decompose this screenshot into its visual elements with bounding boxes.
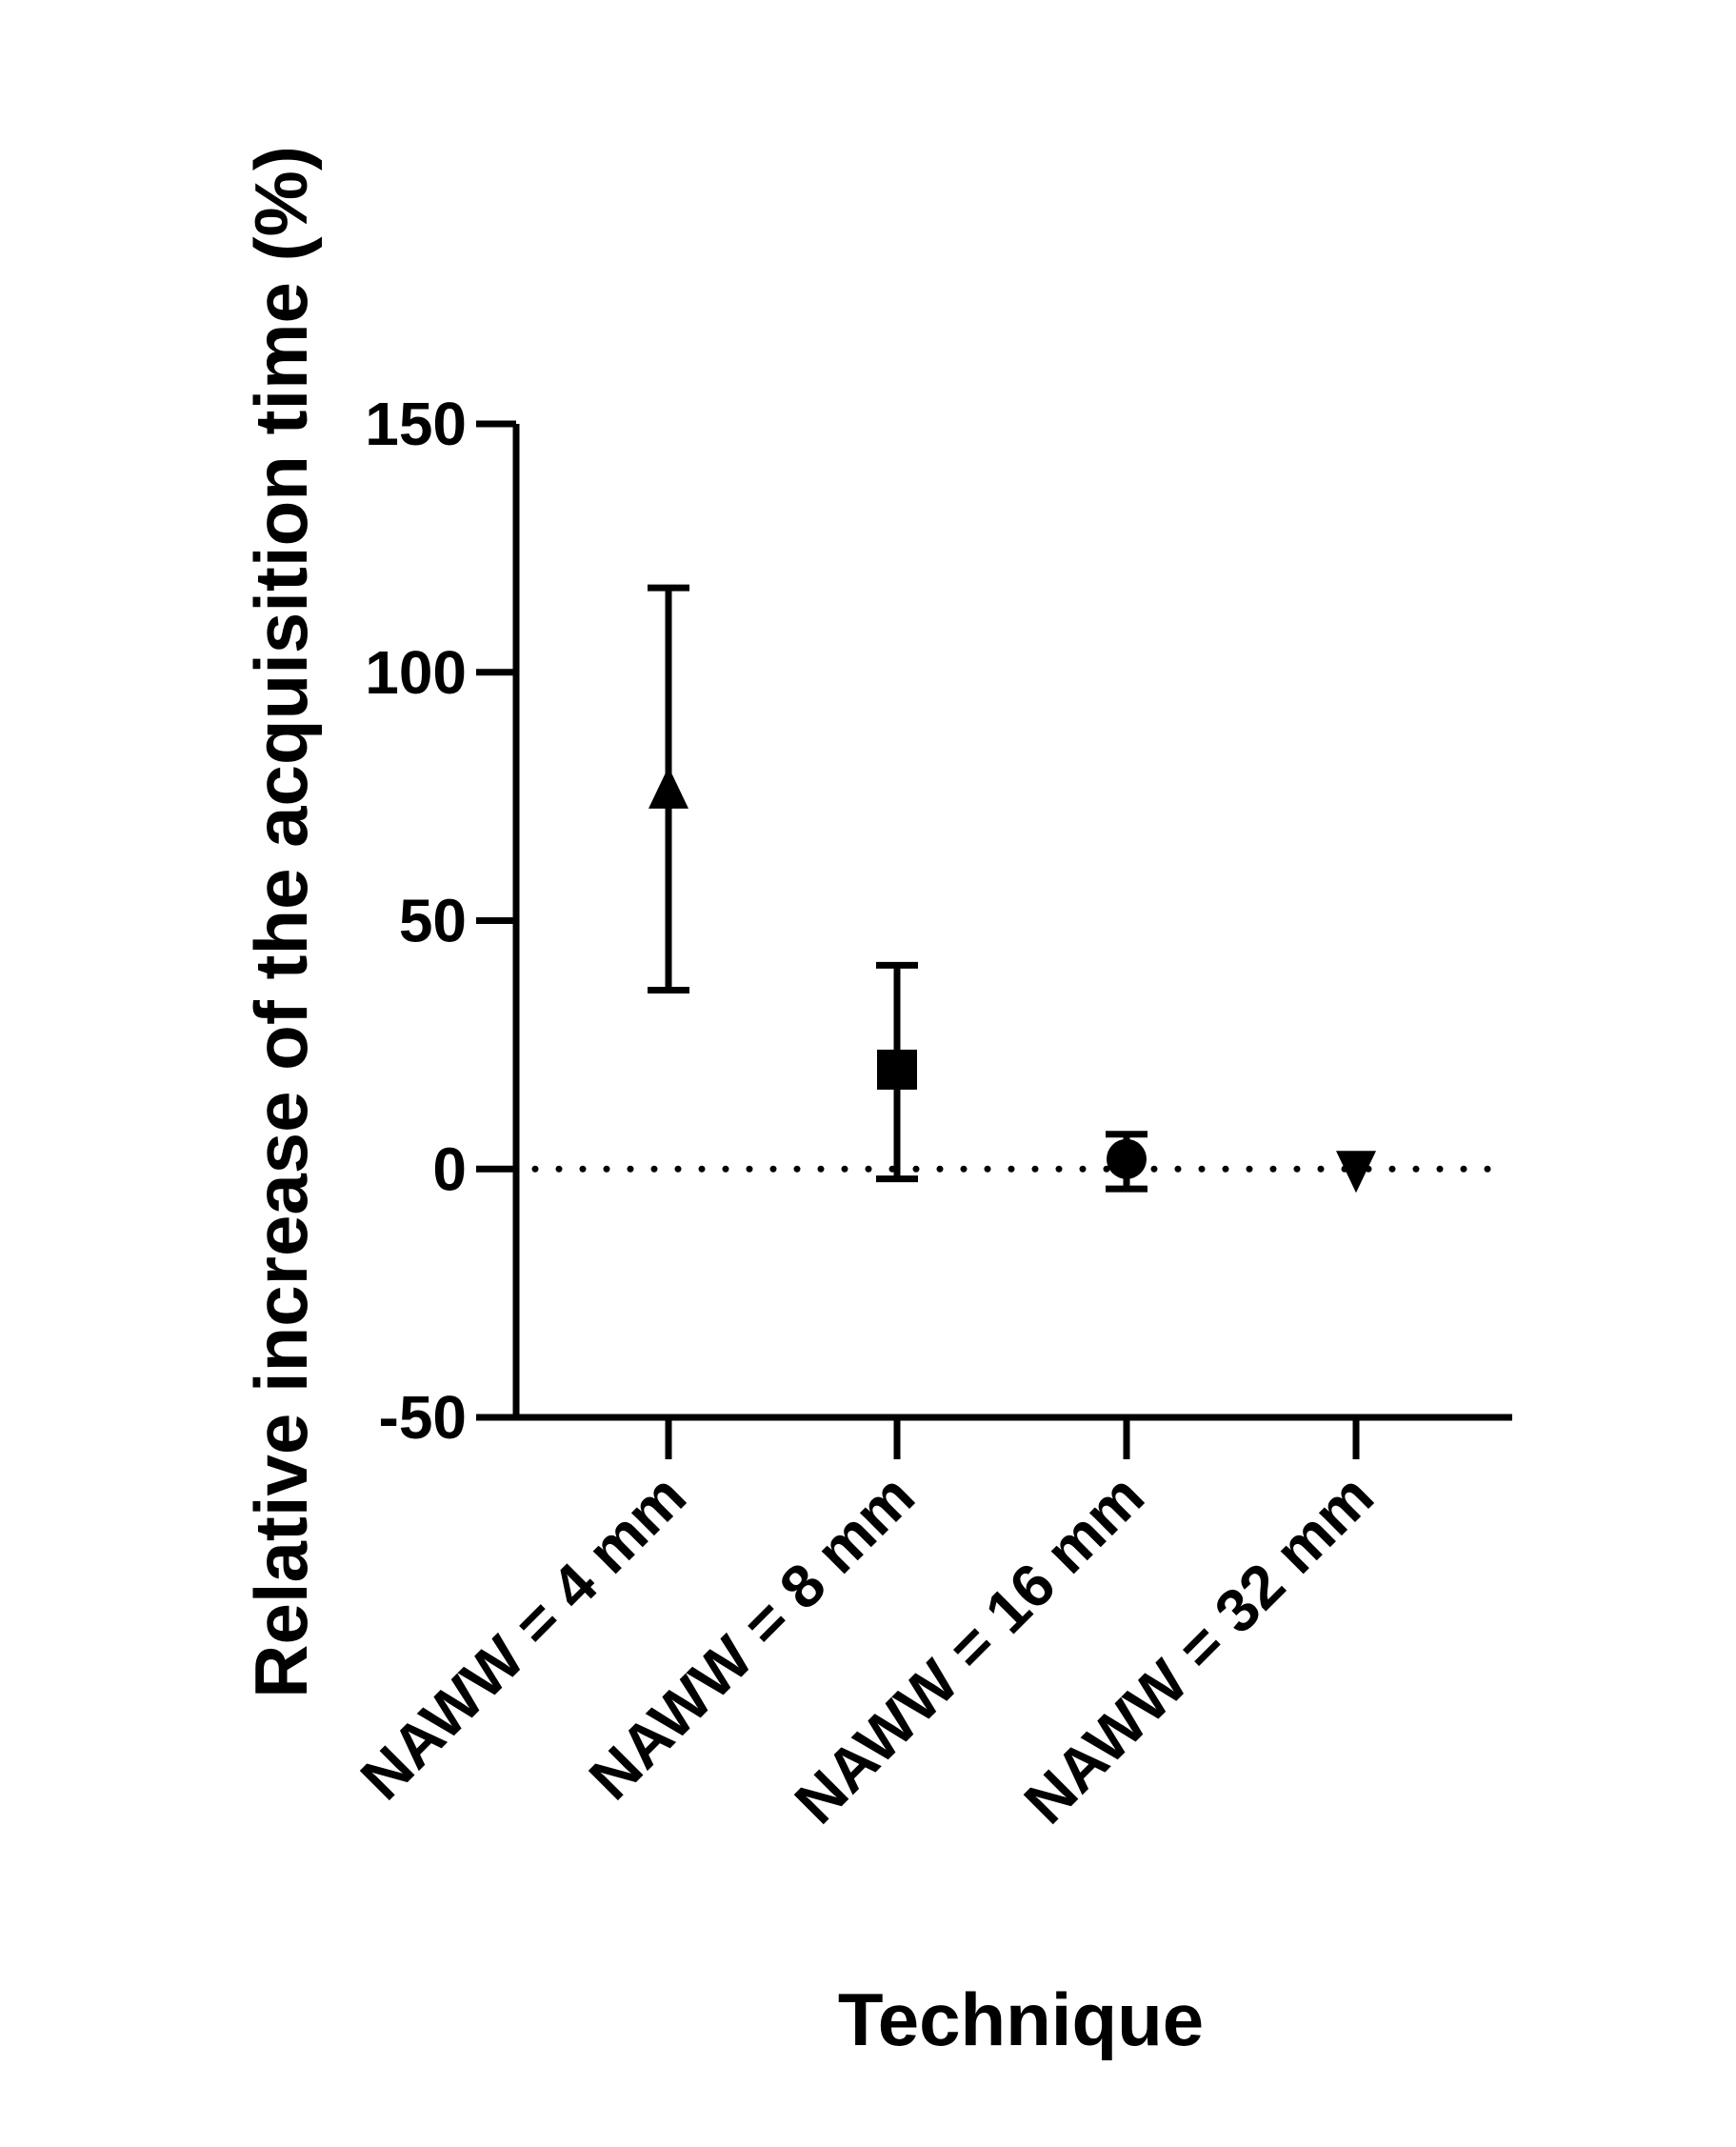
y-tick-label: 0	[432, 1134, 467, 1203]
y-tick-label: 100	[365, 638, 467, 707]
marker-circle	[1107, 1138, 1147, 1179]
y-tick-label: 150	[365, 390, 467, 458]
y-tick-label: 50	[399, 887, 467, 955]
marker-square	[877, 1049, 917, 1090]
x-axis-title: Technique	[838, 1977, 1204, 2061]
data-markers	[649, 766, 1376, 1194]
marker-triangle-up	[649, 766, 688, 809]
y-ticks: 150 100 50 0 -50	[365, 390, 516, 1452]
marker-triangle-down	[1336, 1151, 1376, 1194]
y-axis-title: Relative increase of the acquisition tim…	[239, 146, 323, 1698]
y-tick-label: -50	[379, 1383, 468, 1452]
error-bars	[648, 584, 1147, 1193]
